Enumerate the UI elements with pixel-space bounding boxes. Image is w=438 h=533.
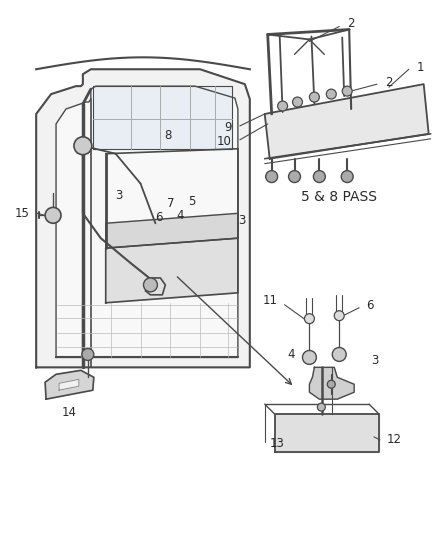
Circle shape <box>288 171 300 182</box>
Circle shape <box>143 278 157 292</box>
Text: 4: 4 <box>286 348 294 361</box>
Circle shape <box>340 171 352 182</box>
Circle shape <box>302 351 316 365</box>
Circle shape <box>292 97 302 107</box>
Text: 15: 15 <box>14 207 29 220</box>
Text: 10: 10 <box>216 135 231 148</box>
Text: 9: 9 <box>224 122 231 134</box>
Circle shape <box>317 403 325 411</box>
Polygon shape <box>36 69 249 367</box>
Polygon shape <box>106 238 237 303</box>
Circle shape <box>333 311 343 321</box>
Text: 5: 5 <box>188 195 195 208</box>
Circle shape <box>277 101 287 111</box>
Polygon shape <box>106 213 237 248</box>
Polygon shape <box>274 414 378 452</box>
Circle shape <box>82 349 94 360</box>
Text: 2: 2 <box>346 17 354 30</box>
Text: 12: 12 <box>386 433 401 447</box>
Text: 4: 4 <box>176 209 184 222</box>
Text: 14: 14 <box>61 406 76 418</box>
Text: 6: 6 <box>154 211 162 224</box>
Polygon shape <box>45 370 94 399</box>
Text: 2: 2 <box>384 76 392 88</box>
Polygon shape <box>56 86 237 358</box>
Polygon shape <box>92 86 231 149</box>
Text: 7: 7 <box>166 197 173 210</box>
Circle shape <box>74 137 92 155</box>
Circle shape <box>342 86 351 96</box>
Circle shape <box>309 92 318 102</box>
Text: 3: 3 <box>115 189 122 202</box>
Text: 8: 8 <box>164 130 172 142</box>
Text: 13: 13 <box>268 438 283 450</box>
Text: 11: 11 <box>262 294 277 308</box>
Circle shape <box>325 89 336 99</box>
Circle shape <box>313 171 325 182</box>
Text: 6: 6 <box>365 299 373 312</box>
Text: 3: 3 <box>238 214 245 227</box>
Polygon shape <box>264 84 427 159</box>
Circle shape <box>332 348 346 361</box>
Circle shape <box>45 207 61 223</box>
Circle shape <box>265 171 277 182</box>
Text: 1: 1 <box>416 61 423 74</box>
Polygon shape <box>309 367 353 399</box>
Text: 3: 3 <box>370 354 378 367</box>
Text: 5 & 8 PASS: 5 & 8 PASS <box>300 190 376 205</box>
Polygon shape <box>59 379 79 390</box>
Circle shape <box>304 314 314 324</box>
Circle shape <box>327 380 335 388</box>
